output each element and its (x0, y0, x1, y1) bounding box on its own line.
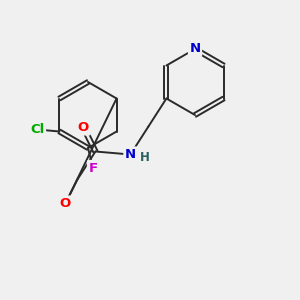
Text: N: N (125, 148, 136, 161)
Text: N: N (189, 43, 201, 56)
Text: F: F (88, 161, 98, 175)
Text: O: O (60, 197, 71, 210)
Text: Cl: Cl (30, 123, 44, 136)
Text: O: O (78, 121, 89, 134)
Text: H: H (140, 151, 149, 164)
